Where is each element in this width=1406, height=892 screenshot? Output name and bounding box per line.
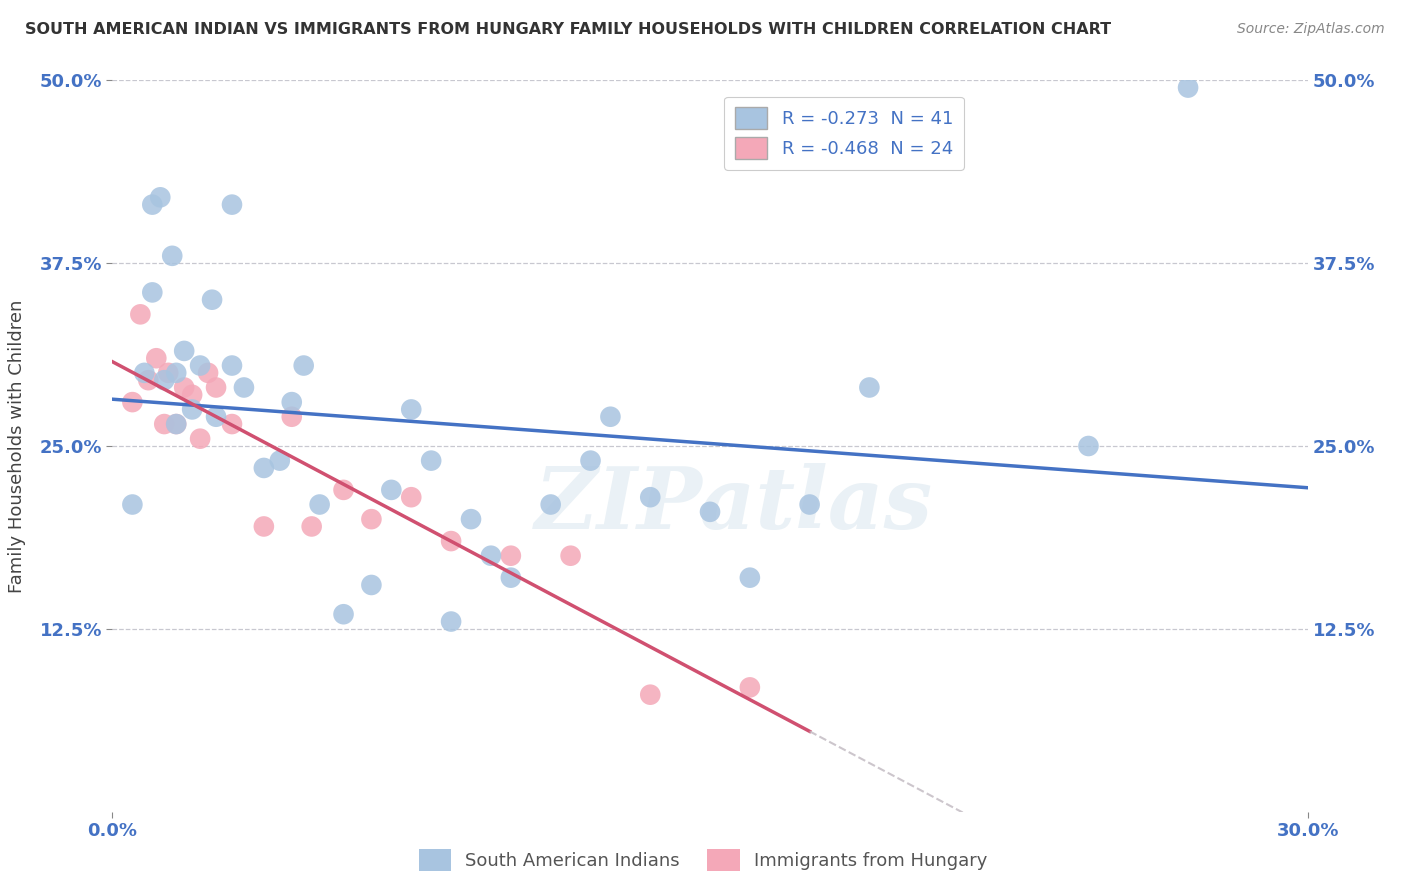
Point bbox=[165, 366, 187, 380]
Point bbox=[308, 498, 330, 512]
Point bbox=[440, 615, 463, 629]
Y-axis label: Family Households with Children: Family Households with Children bbox=[7, 300, 25, 592]
Point bbox=[579, 453, 602, 467]
Point bbox=[162, 249, 183, 263]
Legend: R = -0.273  N = 41, R = -0.468  N = 24: R = -0.273 N = 41, R = -0.468 N = 24 bbox=[724, 96, 965, 169]
Point bbox=[134, 366, 156, 380]
Point bbox=[197, 366, 219, 380]
Point bbox=[129, 307, 152, 321]
Text: Source: ZipAtlas.com: Source: ZipAtlas.com bbox=[1237, 22, 1385, 37]
Point bbox=[301, 519, 323, 533]
Point bbox=[205, 409, 228, 424]
Point bbox=[332, 483, 354, 497]
Point bbox=[145, 351, 167, 366]
Point bbox=[499, 571, 522, 585]
Point bbox=[420, 453, 443, 467]
Point bbox=[253, 461, 276, 475]
Point bbox=[153, 373, 176, 387]
Point bbox=[181, 388, 204, 402]
Point bbox=[440, 534, 463, 549]
Point bbox=[738, 571, 761, 585]
Point bbox=[799, 498, 821, 512]
Point bbox=[138, 373, 160, 387]
Point bbox=[201, 293, 224, 307]
Point bbox=[188, 432, 211, 446]
Point bbox=[360, 578, 382, 592]
Legend: South American Indians, Immigrants from Hungary: South American Indians, Immigrants from … bbox=[412, 842, 994, 879]
Point bbox=[153, 417, 176, 431]
Point bbox=[332, 607, 354, 622]
Point bbox=[460, 512, 482, 526]
Point bbox=[858, 380, 880, 394]
Point bbox=[281, 395, 304, 409]
Point bbox=[141, 197, 163, 211]
Point bbox=[165, 417, 187, 431]
Point bbox=[205, 380, 228, 394]
Point bbox=[149, 190, 172, 204]
Text: SOUTH AMERICAN INDIAN VS IMMIGRANTS FROM HUNGARY FAMILY HOUSEHOLDS WITH CHILDREN: SOUTH AMERICAN INDIAN VS IMMIGRANTS FROM… bbox=[25, 22, 1111, 37]
Point bbox=[157, 366, 180, 380]
Point bbox=[738, 681, 761, 695]
Text: ZIPatlas: ZIPatlas bbox=[534, 463, 934, 546]
Point bbox=[401, 490, 423, 504]
Point bbox=[479, 549, 502, 563]
Point bbox=[173, 343, 195, 358]
Point bbox=[221, 197, 243, 211]
Point bbox=[540, 498, 562, 512]
Point bbox=[292, 359, 315, 373]
Point bbox=[253, 519, 276, 533]
Point bbox=[121, 395, 143, 409]
Point bbox=[499, 549, 522, 563]
Point bbox=[181, 402, 204, 417]
Point bbox=[360, 512, 382, 526]
Point bbox=[188, 359, 211, 373]
Point bbox=[699, 505, 721, 519]
Point bbox=[640, 490, 662, 504]
Point bbox=[221, 417, 243, 431]
Point bbox=[221, 359, 243, 373]
Point bbox=[380, 483, 402, 497]
Point bbox=[165, 417, 187, 431]
Point bbox=[401, 402, 423, 417]
Point bbox=[233, 380, 256, 394]
Point bbox=[560, 549, 582, 563]
Point bbox=[269, 453, 291, 467]
Point bbox=[640, 688, 662, 702]
Point bbox=[1077, 439, 1099, 453]
Point bbox=[141, 285, 163, 300]
Point bbox=[173, 380, 195, 394]
Point bbox=[599, 409, 621, 424]
Point bbox=[1177, 80, 1199, 95]
Point bbox=[121, 498, 143, 512]
Point bbox=[281, 409, 304, 424]
